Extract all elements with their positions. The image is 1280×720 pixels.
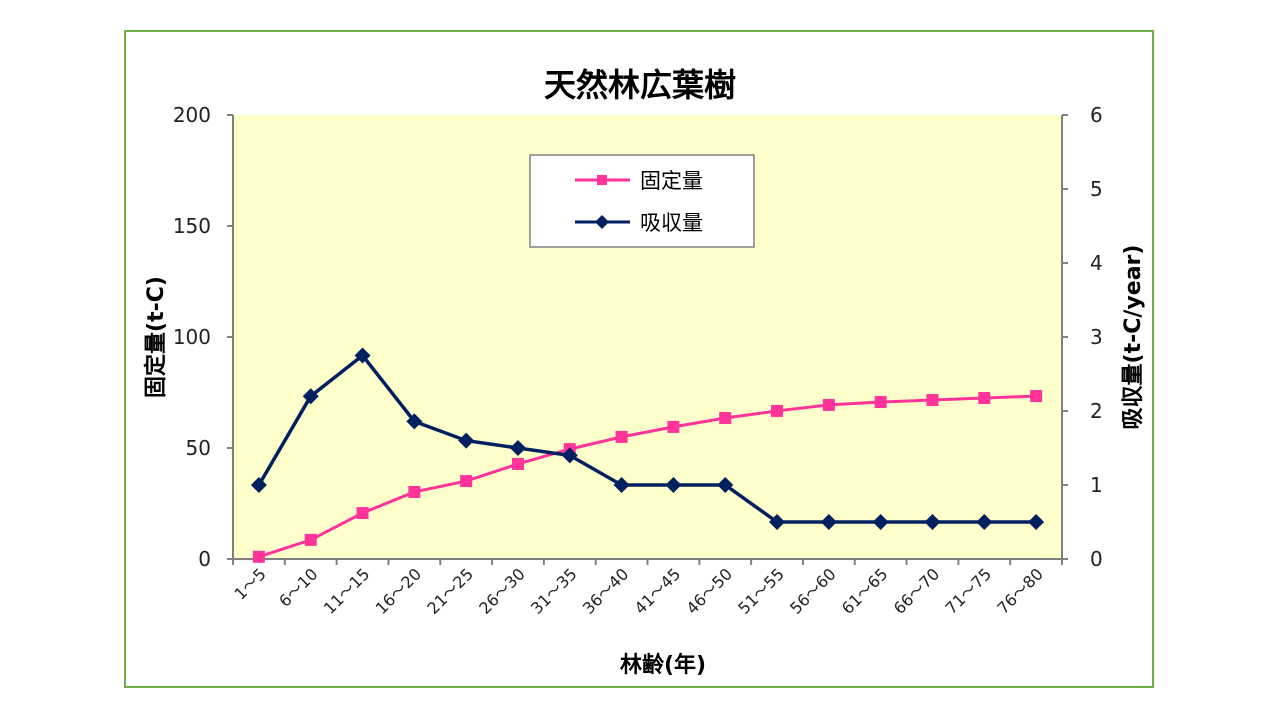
chart-title: 天然林広葉樹 xyxy=(544,66,736,104)
y-tick-label: 100 xyxy=(173,325,211,349)
data-point-fixed xyxy=(304,533,317,546)
legend-label-fixed: 固定量 xyxy=(640,169,703,193)
data-point-absorb xyxy=(509,440,526,456)
data-point-absorb xyxy=(613,477,630,493)
x-tick-label: 66～70 xyxy=(890,564,944,618)
data-point-absorb xyxy=(820,514,837,530)
y2-tick-label: 3 xyxy=(1090,325,1103,349)
series-line-diamond xyxy=(257,353,1037,524)
data-point-fixed xyxy=(822,398,835,411)
x-tick-label: 71～75 xyxy=(942,564,996,618)
x-tick-label: 76～80 xyxy=(993,564,1047,618)
data-point-absorb xyxy=(769,514,786,530)
data-point-fixed xyxy=(252,550,265,563)
y2-tick-label: 1 xyxy=(1090,473,1103,497)
data-point-fixed xyxy=(356,507,369,520)
x-tick-label: 1～5 xyxy=(231,564,270,603)
series-line-square xyxy=(258,394,1037,559)
y2-tick-label: 5 xyxy=(1090,177,1103,201)
y2-tick-label: 4 xyxy=(1090,251,1103,275)
data-point-absorb xyxy=(406,413,423,430)
x-tick-label: 56～60 xyxy=(786,564,840,618)
y-tick-label: 50 xyxy=(186,436,211,460)
data-point-absorb xyxy=(1028,514,1045,530)
legend-marker-square xyxy=(597,175,607,185)
legend-label-absorb: 吸収量 xyxy=(640,211,703,235)
x-tick-label: 51～55 xyxy=(734,564,788,618)
x-tick-label: 41～45 xyxy=(631,564,685,618)
x-tick-label: 16～20 xyxy=(372,564,426,618)
data-point-fixed xyxy=(771,404,784,417)
data-point-fixed xyxy=(1030,390,1043,403)
x-tick-label: 21～25 xyxy=(423,564,477,618)
y2-tick-label: 2 xyxy=(1090,399,1103,423)
data-point-fixed xyxy=(719,412,732,425)
x-tick-label: 31～35 xyxy=(527,564,581,618)
data-point-absorb xyxy=(354,347,371,364)
data-point-fixed xyxy=(615,430,628,443)
y-axis-label: 固定量(t-C) xyxy=(143,276,169,398)
data-point-absorb xyxy=(561,447,578,464)
chart-frame xyxy=(124,30,1154,688)
data-point-absorb xyxy=(924,514,941,530)
data-point-fixed xyxy=(978,392,991,405)
y2-tick-label: 0 xyxy=(1090,547,1103,571)
legend: 固定量 吸収量 xyxy=(529,154,755,248)
data-point-absorb xyxy=(665,477,682,493)
y2-axis-label: 吸収量(t-C/year) xyxy=(1121,245,1146,430)
legend-marker-diamond xyxy=(595,215,609,229)
data-point-fixed xyxy=(460,475,473,488)
x-tick-label: 11～15 xyxy=(320,564,374,618)
data-point-fixed xyxy=(408,485,421,498)
x-axis-label: 林齢(年) xyxy=(620,652,706,678)
x-tick-label: 26～30 xyxy=(475,564,529,618)
y2-tick-label: 6 xyxy=(1090,103,1103,127)
data-point-absorb xyxy=(458,432,475,449)
y-tick-label: 0 xyxy=(198,547,211,571)
x-tick-label: 36～40 xyxy=(579,564,633,618)
data-point-absorb xyxy=(717,477,734,493)
data-point-fixed xyxy=(667,420,680,433)
x-tick-label: 6～10 xyxy=(275,564,321,610)
x-tick-label: 46～50 xyxy=(682,564,736,618)
y-tick-label: 200 xyxy=(173,103,211,127)
data-point-fixed xyxy=(874,396,887,409)
data-point-absorb xyxy=(872,514,889,530)
data-point-absorb xyxy=(302,388,319,405)
data-point-absorb xyxy=(976,514,993,530)
y-tick-label: 150 xyxy=(173,214,211,238)
x-tick-label: 61～65 xyxy=(838,564,892,618)
data-point-fixed xyxy=(926,394,939,407)
data-point-absorb xyxy=(250,477,267,493)
data-point-fixed xyxy=(511,457,524,470)
